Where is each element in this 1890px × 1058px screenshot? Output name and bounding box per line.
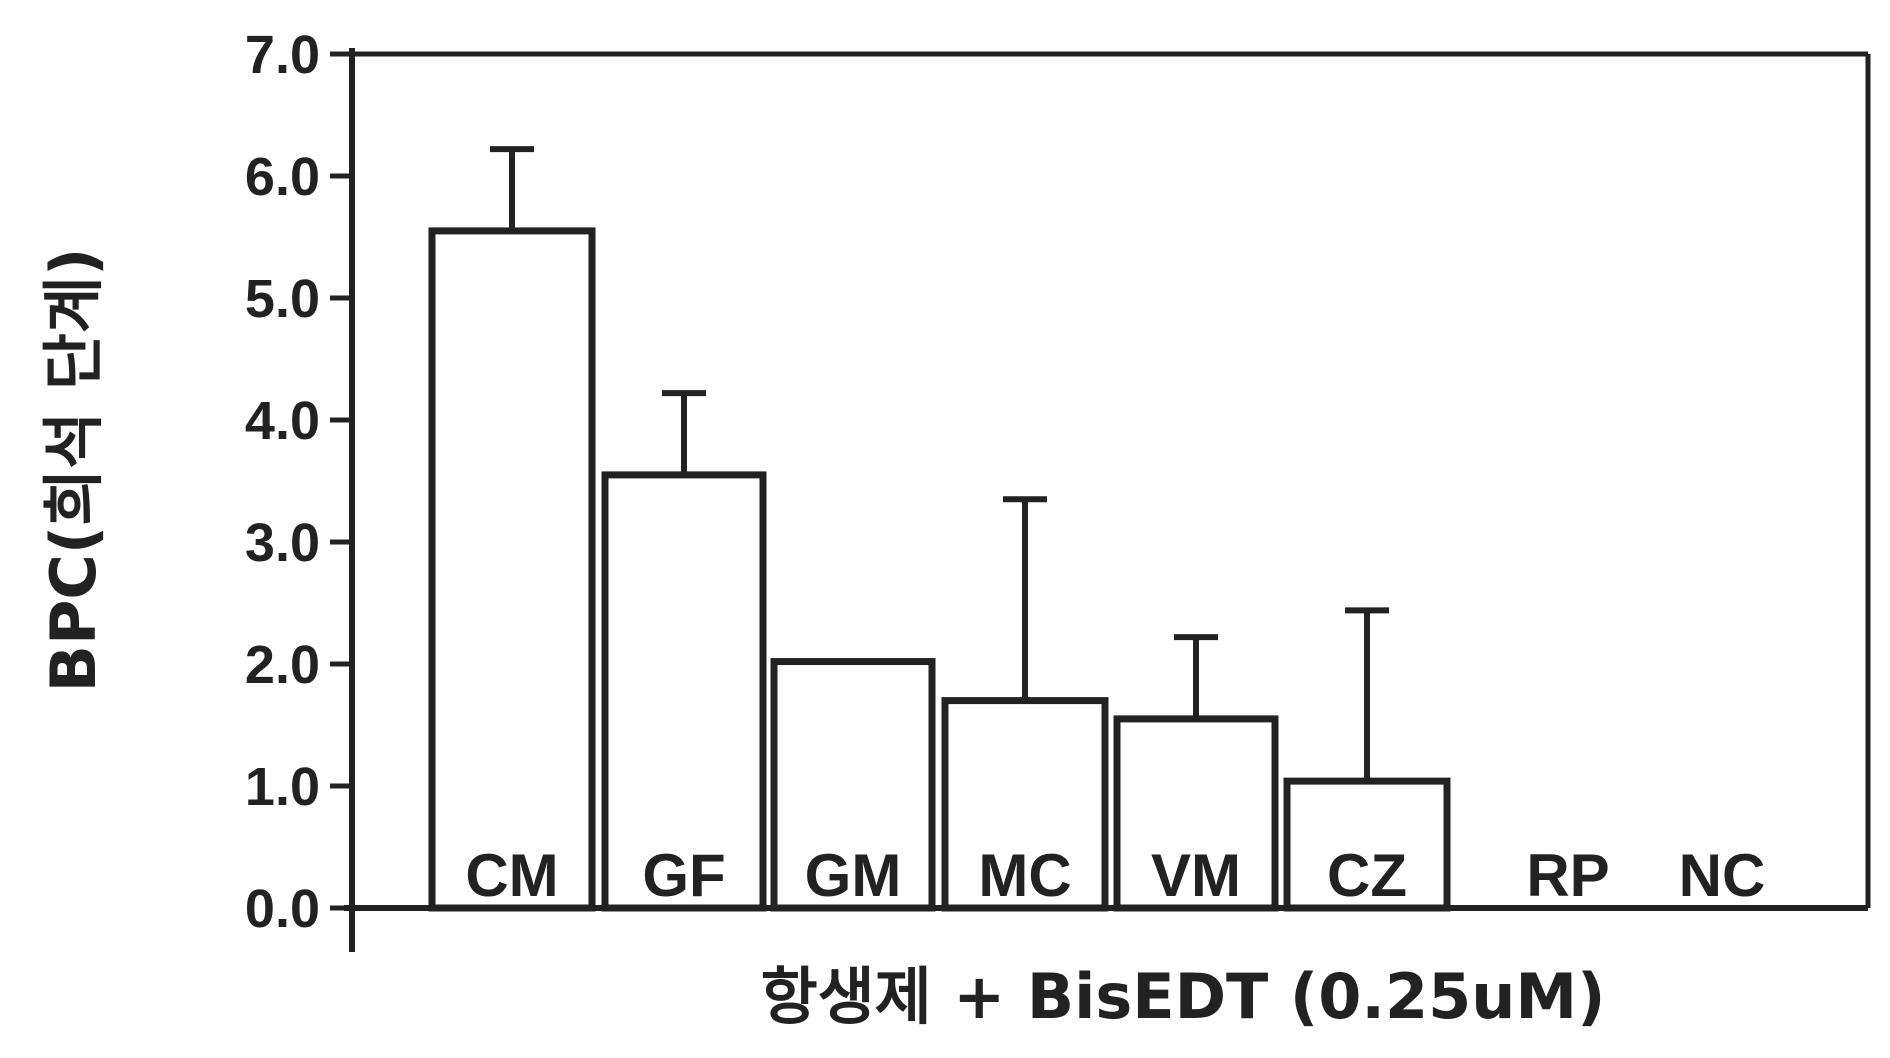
- y-tick-label: 4.0: [245, 391, 320, 451]
- y-tick-label: 3.0: [245, 513, 320, 573]
- error-bars: [490, 146, 1389, 782]
- y-tick-label: 0.0: [245, 879, 320, 939]
- bars: [428, 227, 1451, 912]
- category-label-cm: CM: [465, 842, 558, 909]
- category-label-vm: VM: [1151, 842, 1241, 909]
- y-axis-title: BPC(희석 단계): [37, 248, 110, 693]
- y-tick-label: 6.0: [245, 147, 320, 207]
- bar-cz: [1283, 777, 1451, 912]
- x-axis-title: 항생제 + BisEDT (0.25uM): [761, 960, 1606, 1033]
- y-axis-ticks: 0.0 1.0 2.0 3.0 4.0 5.0 6.0 7.0: [245, 25, 352, 939]
- bar-gf: [601, 471, 767, 912]
- y-tick-label: 7.0: [245, 25, 320, 85]
- category-label-nc: NC: [1679, 842, 1766, 909]
- y-tick-label: 5.0: [245, 269, 320, 329]
- y-tick-label: 1.0: [245, 757, 320, 817]
- category-label-mc: MC: [978, 842, 1071, 909]
- category-label-gm: GM: [805, 842, 902, 909]
- bar-gm: [770, 658, 936, 912]
- bar-cm: [428, 227, 596, 912]
- y-tick-label: 2.0: [245, 635, 320, 695]
- category-label-cz: CZ: [1327, 842, 1407, 909]
- category-label-rp: RP: [1526, 842, 1609, 909]
- category-labels: CM GF GM MC VM CZ RP NC: [465, 842, 1765, 909]
- category-label-gf: GF: [642, 842, 725, 909]
